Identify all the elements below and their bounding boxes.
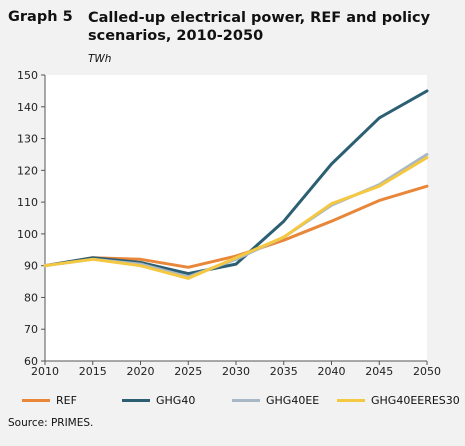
legend-swatch — [122, 399, 150, 402]
y-tick-label: 110 — [17, 196, 38, 209]
y-tick-label: 130 — [17, 133, 38, 146]
x-tick-label: 2025 — [174, 365, 202, 378]
y-tick-label: 80 — [24, 291, 38, 304]
series-line-ghg40eeres30 — [43, 156, 429, 280]
y-tick-label: 150 — [17, 69, 38, 82]
legend-label: GHG40 — [156, 394, 196, 407]
legend-swatch — [22, 399, 50, 402]
chart-legend: REF GHG40 GHG40EE GHG40EERES30 — [22, 394, 462, 408]
source-note: Source: PRIMES. — [8, 417, 94, 429]
legend-item-ghg40ee: GHG40EE — [232, 394, 319, 407]
y-tick-label: 60 — [24, 355, 38, 368]
x-tick-label: 2020 — [127, 365, 155, 378]
x-tick-label: 2045 — [365, 365, 393, 378]
y-tick-label: 70 — [24, 323, 38, 336]
legend-item-ghg40: GHG40 — [122, 394, 195, 407]
y-tick-label: 100 — [17, 228, 38, 241]
x-tick-label: 2050 — [413, 365, 441, 378]
x-tick-label: 2030 — [222, 365, 250, 378]
legend-label: GHG40EE — [266, 394, 320, 407]
legend-label: REF — [56, 394, 77, 407]
plot-area — [45, 75, 427, 361]
series-line-ghg40 — [43, 89, 429, 276]
y-tick-label: 90 — [24, 260, 38, 273]
legend-swatch — [337, 399, 365, 402]
y-tick-label: 140 — [17, 101, 38, 114]
x-tick-label: 2040 — [318, 365, 346, 378]
legend-item-ref: REF — [22, 394, 77, 407]
x-tick-label: 2015 — [79, 365, 107, 378]
x-tick-label: 2035 — [270, 365, 298, 378]
graph-number: Graph 5 — [8, 9, 73, 25]
x-tick-label: 2010 — [31, 365, 59, 378]
legend-label: GHG40EERES30 — [371, 394, 460, 407]
legend-item-ghg40eeres30: GHG40EERES30 — [337, 394, 460, 407]
chart-title: Called-up electrical power, REF and poli… — [88, 10, 431, 44]
y-tick-label: 120 — [17, 164, 38, 177]
legend-swatch — [232, 399, 260, 402]
chart-unit: TWh — [88, 53, 112, 65]
